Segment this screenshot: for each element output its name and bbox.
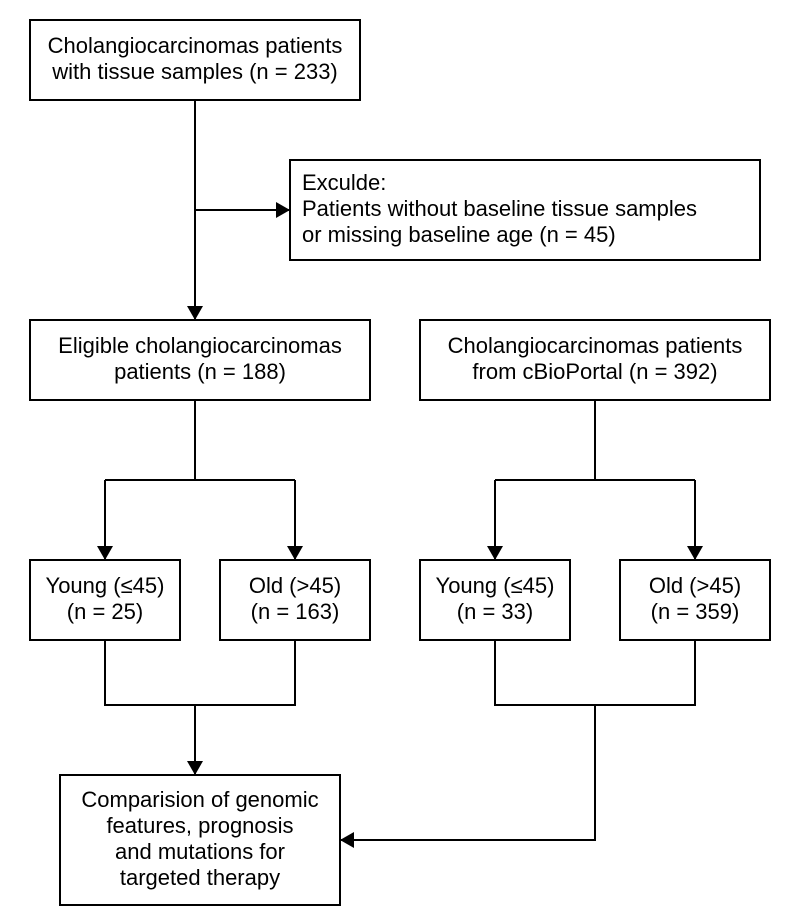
node-text-old2-line0: Old (>45) xyxy=(649,573,741,598)
node-eligible: Eligible cholangiocarcinomaspatients (n … xyxy=(30,320,370,400)
node-text-cbio-line0: Cholangiocarcinomas patients xyxy=(448,333,743,358)
node-text-compare-line2: and mutations for xyxy=(115,839,285,864)
node-text-old2-line1: (n = 359) xyxy=(651,599,740,624)
node-young1: Young (≤45)(n = 25) xyxy=(30,560,180,640)
node-young2: Young (≤45)(n = 33) xyxy=(420,560,570,640)
node-text-compare-line1: features, prognosis xyxy=(106,813,293,838)
node-text-compare-line0: Comparision of genomic xyxy=(81,787,318,812)
node-text-young1-line1: (n = 25) xyxy=(67,599,143,624)
node-text-old1-line1: (n = 163) xyxy=(251,599,340,624)
node-text-young1-line0: Young (≤45) xyxy=(46,573,165,598)
node-compare: Comparision of genomicfeatures, prognosi… xyxy=(60,775,340,905)
node-text-cbio-line1: from cBioPortal (n = 392) xyxy=(472,359,717,384)
node-text-exclude-line0: Exculde: xyxy=(302,170,386,195)
node-top: Cholangiocarcinomas patientswith tissue … xyxy=(30,20,360,100)
flowchart-canvas: Cholangiocarcinomas patientswith tissue … xyxy=(0,0,800,918)
node-text-top-line1: with tissue samples (n = 233) xyxy=(51,59,338,84)
node-text-eligible-line1: patients (n = 188) xyxy=(114,359,286,384)
node-cbio: Cholangiocarcinomas patientsfrom cBioPor… xyxy=(420,320,770,400)
node-exclude: Exculde:Patients without baseline tissue… xyxy=(290,160,760,260)
node-text-exclude-line2: or missing baseline age (n = 45) xyxy=(302,222,616,247)
node-old1: Old (>45)(n = 163) xyxy=(220,560,370,640)
node-text-young2-line0: Young (≤45) xyxy=(436,573,555,598)
node-text-old1-line0: Old (>45) xyxy=(249,573,341,598)
node-text-exclude-line1: Patients without baseline tissue samples xyxy=(302,196,697,221)
node-text-top-line0: Cholangiocarcinomas patients xyxy=(48,33,343,58)
node-old2: Old (>45)(n = 359) xyxy=(620,560,770,640)
node-text-young2-line1: (n = 33) xyxy=(457,599,533,624)
node-text-eligible-line0: Eligible cholangiocarcinomas xyxy=(58,333,342,358)
node-text-compare-line3: targeted therapy xyxy=(120,865,280,890)
